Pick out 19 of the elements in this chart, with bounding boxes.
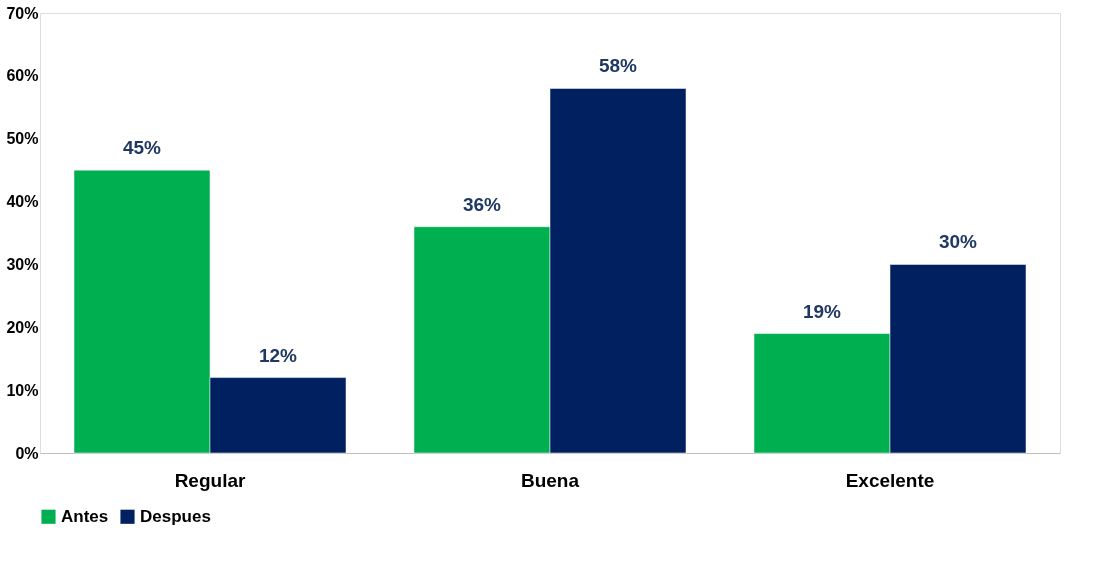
y-tick-label: 40% — [6, 193, 39, 211]
legend-label: Antes — [61, 506, 109, 526]
data-label: 45% — [122, 137, 162, 159]
data-label: 12% — [258, 344, 298, 366]
y-tick-label: 20% — [6, 318, 39, 336]
y-tick-label: 10% — [6, 381, 39, 399]
x-tick-label: Regular — [174, 469, 246, 491]
data-label: 19% — [802, 300, 842, 322]
x-tick-label: Buena — [520, 469, 580, 491]
y-tick-label: 50% — [6, 130, 39, 148]
y-tick-label: 60% — [6, 67, 39, 85]
data-label: 30% — [938, 231, 978, 253]
x-tick-label: Excelente — [845, 469, 935, 491]
data-label: 36% — [462, 193, 502, 215]
y-tick-label: 0% — [15, 444, 39, 462]
data-label: 58% — [598, 55, 638, 77]
y-tick-label: 70% — [6, 4, 39, 22]
y-tick-label: 30% — [6, 255, 39, 273]
legend-label: Despues — [140, 506, 211, 526]
